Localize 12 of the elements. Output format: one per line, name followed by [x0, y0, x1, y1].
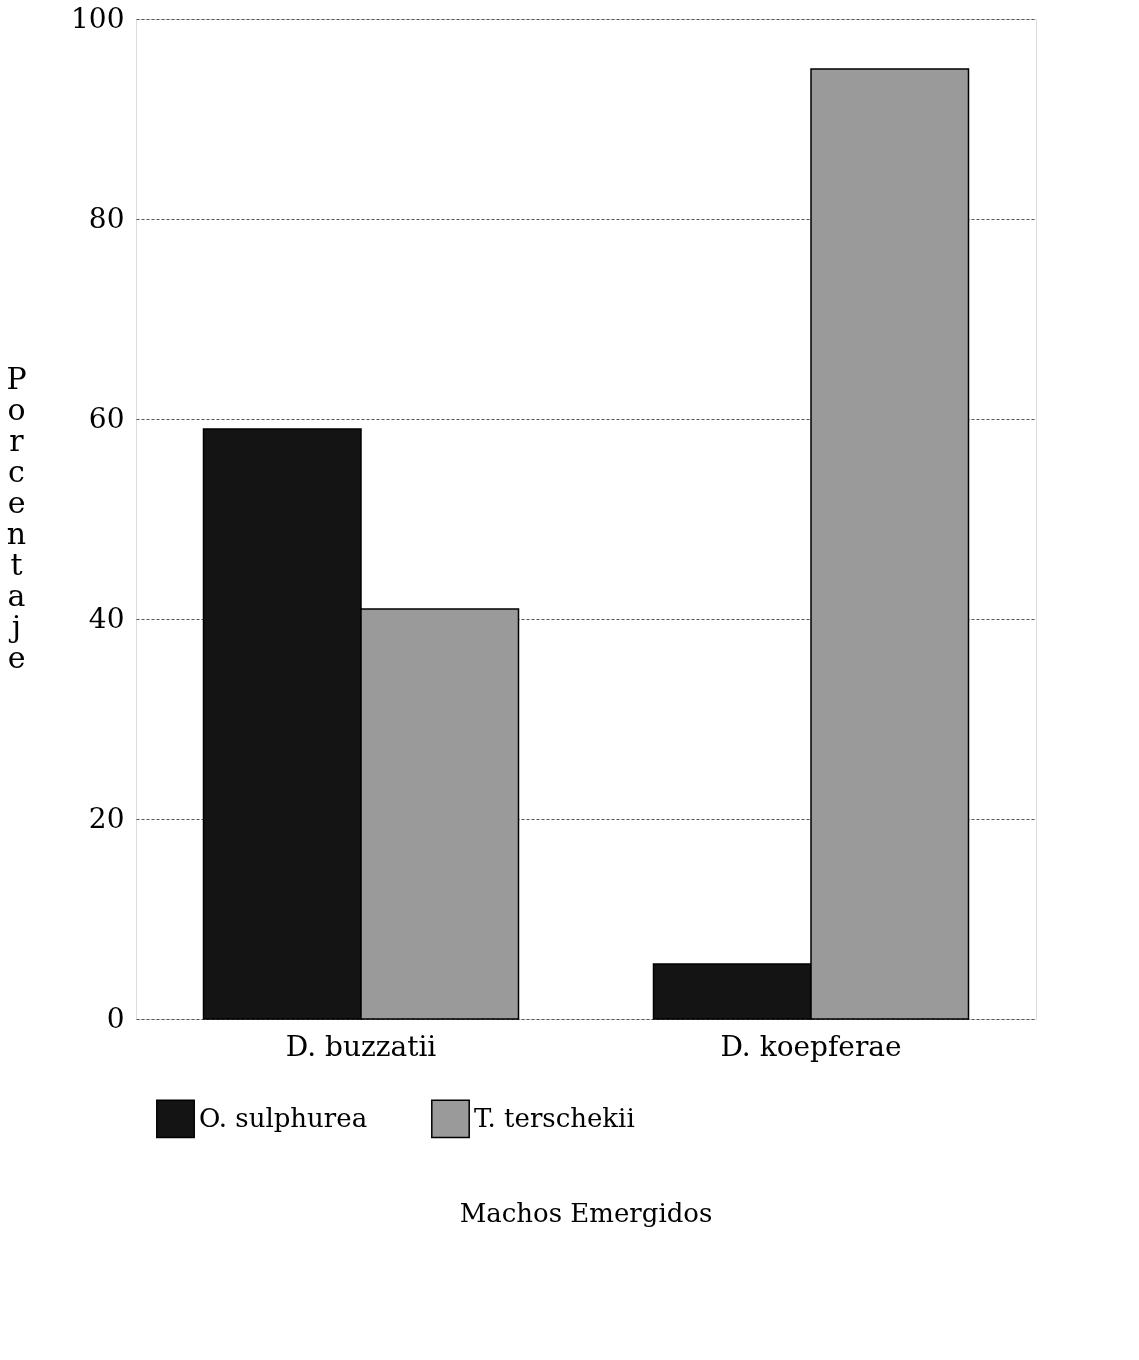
y-tick-label: 0: [106, 1001, 125, 1035]
y-tick-label: 60: [88, 401, 125, 435]
text: Machos Emergidos: [459, 1198, 713, 1228]
y-tick-label: 100: [71, 1, 125, 35]
text: Porcentaje: [6, 360, 27, 675]
legend-label: O. sulphurea: [199, 1102, 368, 1133]
x-tick-label: D. koepferae: [720, 1029, 902, 1063]
y-tick-label: 80: [88, 201, 125, 235]
y-tick-label: 20: [88, 801, 125, 835]
legend-label: T. terschekii: [474, 1102, 635, 1133]
x-tick-label: D. buzzatii: [285, 1029, 437, 1063]
y-tick-label: 40: [88, 601, 125, 635]
